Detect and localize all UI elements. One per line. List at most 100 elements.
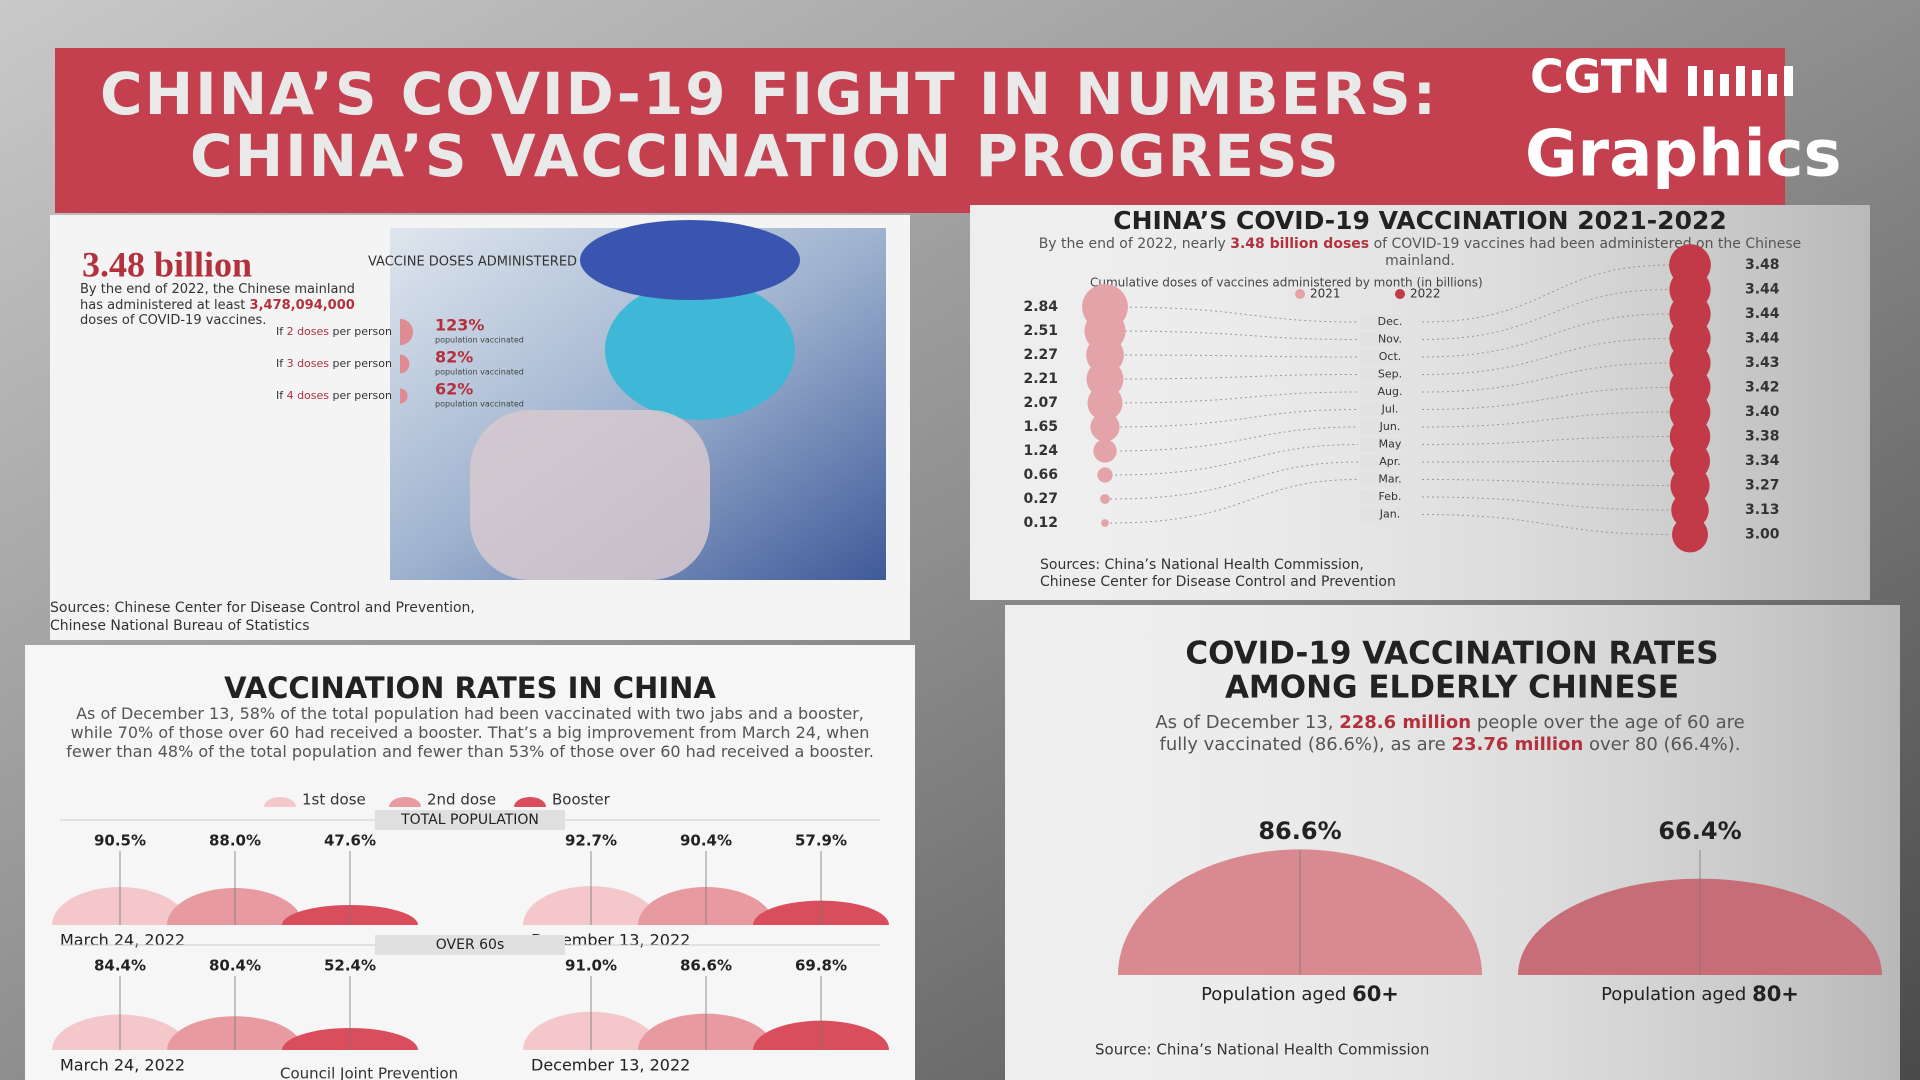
source: Chinese Center for Disease Control and P… bbox=[1040, 574, 1396, 590]
text-segment: of COVID-19 vaccines had been administer… bbox=[1369, 236, 1802, 269]
logo-brand: CGTN bbox=[1530, 50, 1671, 104]
dot-2021 bbox=[1087, 385, 1123, 421]
value-2021: 0.12 bbox=[1023, 515, 1058, 531]
legend-label: 2nd dose bbox=[427, 791, 496, 809]
month-box bbox=[1360, 420, 1420, 434]
dot-2021 bbox=[1100, 494, 1110, 504]
month-label: Aug. bbox=[1378, 385, 1403, 398]
rate-label: 90.4% bbox=[680, 832, 732, 850]
text-segment: over 80 (66.4%). bbox=[1583, 733, 1741, 755]
connector bbox=[1109, 330, 1359, 340]
bar-caption: Population aged 60+ bbox=[1201, 982, 1399, 1006]
group-box bbox=[375, 935, 565, 955]
scenario-prefix: If bbox=[276, 389, 287, 402]
group-label: TOTAL POPULATION bbox=[400, 812, 539, 828]
chart-title: CHINA’S COVID-19 VACCINATION 2021-2022 bbox=[1113, 206, 1727, 235]
connector bbox=[1109, 479, 1359, 524]
value-2022: 3.48 bbox=[1745, 257, 1780, 273]
scenario-prefix: If bbox=[276, 357, 287, 370]
value-2022: 3.44 bbox=[1745, 282, 1780, 298]
panel-title: COVID-19 VACCINATION RATES bbox=[1185, 636, 1718, 672]
month-box bbox=[1360, 490, 1420, 504]
value-2021: 2.27 bbox=[1023, 347, 1058, 363]
value-2021: 1.24 bbox=[1023, 443, 1058, 459]
rate-label: 91.0% bbox=[565, 957, 617, 975]
text-segment: By the end of 2022, the Chinese mainland… bbox=[80, 282, 355, 313]
title-line: CHINA’S VACCINATION PROGRESS bbox=[190, 122, 1341, 190]
value-2022: 3.42 bbox=[1745, 380, 1780, 396]
legend-label: 1st dose bbox=[302, 791, 366, 809]
text-segment: By the end of 2022, nearly bbox=[1038, 236, 1231, 252]
value-2021: 2.07 bbox=[1023, 395, 1058, 411]
caption-group: 60+ bbox=[1352, 982, 1399, 1006]
source: Sources: China’s National Health Commiss… bbox=[1040, 557, 1364, 573]
title-banner bbox=[55, 48, 1785, 213]
elderly-body-text: As of December 13, 228.6 million people … bbox=[1140, 712, 1760, 755]
scenario-caption: population vaccinated bbox=[435, 336, 524, 345]
rate-label: 69.8% bbox=[795, 957, 847, 975]
month-box bbox=[1360, 332, 1420, 347]
month-box bbox=[1360, 455, 1420, 469]
photo-hands bbox=[470, 410, 710, 580]
scenario-text: If 4 doses per person bbox=[276, 389, 392, 402]
legend-label: 2022 bbox=[1410, 287, 1441, 301]
title-line: CHINA’S COVID-19 FIGHT IN NUMBERS: bbox=[100, 60, 1438, 128]
logo-bar bbox=[1720, 74, 1729, 96]
month-box bbox=[1360, 507, 1420, 522]
month-label: Oct. bbox=[1379, 350, 1402, 363]
legend-swatch bbox=[1395, 289, 1405, 299]
rate-label: 86.6% bbox=[680, 957, 732, 975]
elderly-body: As of December 13, 228.6 million people … bbox=[1140, 712, 1760, 755]
dot-2021 bbox=[1090, 412, 1120, 442]
scenario-caption: population vaccinated bbox=[435, 368, 524, 377]
value-2022: 3.27 bbox=[1745, 478, 1780, 494]
value-2022: 3.13 bbox=[1745, 502, 1780, 518]
connector bbox=[1421, 264, 1671, 323]
month-label: Feb. bbox=[1379, 490, 1402, 503]
text-segment: doses of COVID-19 vaccines. bbox=[80, 313, 267, 329]
dot-2021 bbox=[1101, 519, 1109, 527]
rate-label: 52.4% bbox=[324, 957, 376, 975]
caption-group: 80+ bbox=[1752, 982, 1799, 1006]
scenario-mark bbox=[400, 354, 410, 374]
date-label: March 24, 2022 bbox=[60, 1056, 185, 1075]
legend-swatch bbox=[514, 797, 546, 807]
month-label: Nov. bbox=[1378, 333, 1402, 346]
month-label: May bbox=[1379, 438, 1402, 451]
source: Council Joint Prevention bbox=[280, 1065, 458, 1080]
connector bbox=[1109, 354, 1359, 358]
value-2022: 3.40 bbox=[1745, 404, 1780, 420]
group-label: OVER 60s bbox=[436, 937, 504, 953]
scenario-mark bbox=[400, 388, 408, 404]
logo-bar bbox=[1752, 70, 1761, 96]
month-label: Jun. bbox=[1379, 420, 1401, 433]
source: Sources: Chinese Center for Disease Cont… bbox=[50, 600, 475, 616]
scenario-caption: population vaccinated bbox=[435, 400, 524, 409]
value-2022: 3.44 bbox=[1745, 331, 1780, 347]
connector bbox=[1109, 426, 1359, 452]
dot-2022 bbox=[1672, 516, 1708, 553]
legend-label: 2021 bbox=[1310, 287, 1341, 301]
photo-mask bbox=[605, 280, 795, 420]
caption-text: Population aged bbox=[1601, 984, 1752, 1005]
chart-note: Cumulative doses of vaccines administere… bbox=[1090, 276, 1483, 290]
scenario-doses: 4 doses bbox=[287, 389, 330, 402]
connector bbox=[1109, 306, 1359, 323]
logo-bar bbox=[1768, 74, 1777, 96]
value-2021: 2.21 bbox=[1023, 371, 1058, 387]
doses-body: By the end of 2022, the Chinese mainland… bbox=[80, 282, 355, 329]
connector bbox=[1109, 374, 1359, 380]
month-box bbox=[1360, 385, 1420, 399]
value-2022: 3.44 bbox=[1745, 306, 1780, 322]
month-label: Jan. bbox=[1379, 508, 1400, 521]
scenario-doses: 2 doses bbox=[287, 325, 330, 338]
connector bbox=[1109, 409, 1359, 428]
rate-label: 84.4% bbox=[94, 957, 146, 975]
legend-swatch bbox=[264, 797, 296, 807]
rate-label: 57.9% bbox=[795, 832, 847, 850]
value-2021: 1.65 bbox=[1023, 419, 1058, 435]
month-label: Apr. bbox=[1379, 455, 1401, 468]
logo-bar bbox=[1704, 70, 1713, 96]
logo-bar bbox=[1784, 66, 1793, 96]
